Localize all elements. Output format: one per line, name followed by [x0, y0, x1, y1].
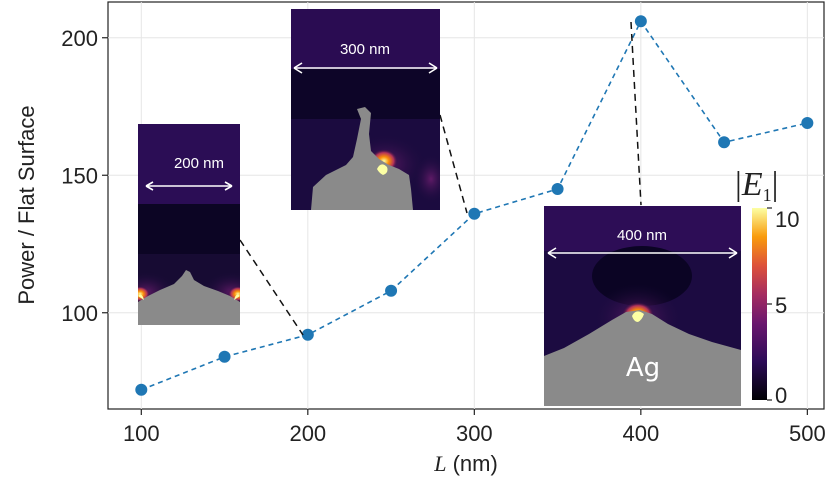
x-tick-label: 400 — [622, 421, 659, 446]
x-tick-label: 200 — [289, 421, 326, 446]
inset-300-scale-label: 300 nm — [340, 41, 390, 58]
x-tick-label: 100 — [123, 421, 160, 446]
colorbar-title-var: E — [741, 166, 763, 203]
y-tick-label: 150 — [61, 163, 98, 188]
leader-line-300 — [439, 114, 468, 214]
y-axis-title: Power / Flat Surface — [14, 105, 39, 304]
colorbar-gradient — [752, 208, 767, 400]
leader-line-200 — [239, 239, 304, 336]
series-points — [135, 15, 814, 396]
x-axis-var: L — [433, 451, 446, 476]
x-tick-label: 500 — [789, 421, 826, 446]
inset-400nm: 400 nm Ag — [544, 206, 741, 406]
data-point — [385, 284, 398, 297]
inset-300nm: 300 nm — [291, 9, 440, 210]
data-point — [634, 15, 647, 28]
inset-400-scale-label: 400 nm — [617, 227, 667, 244]
y-tick-label: 100 — [61, 301, 98, 326]
inset-200nm: 200 nm — [138, 124, 240, 325]
data-point — [218, 350, 231, 363]
y-tick-label: 200 — [61, 26, 98, 51]
material-label: Ag — [626, 353, 660, 383]
inset-200-scale-label: 200 nm — [174, 155, 224, 172]
data-point — [468, 207, 481, 220]
x-tick-label: 300 — [456, 421, 493, 446]
colorbar: 10 5 0 |E1| — [735, 166, 799, 408]
x-axis-unit: (nm) — [446, 451, 497, 476]
x-axis-title: L (nm) — [433, 451, 498, 476]
colorbar-tick-max: 10 — [775, 207, 799, 232]
colorbar-title: |E1| — [735, 166, 778, 205]
colorbar-tick-min: 0 — [775, 383, 787, 408]
data-point — [718, 136, 731, 149]
leader-line-400 — [630, 21, 642, 206]
data-point — [551, 183, 564, 195]
colorbar-tick-mid: 5 — [775, 293, 787, 318]
data-point — [135, 383, 148, 396]
series-line — [141, 19, 808, 391]
data-point — [801, 117, 814, 129]
colorbar-title-sub: 1 — [763, 185, 772, 205]
data-point — [301, 328, 314, 341]
